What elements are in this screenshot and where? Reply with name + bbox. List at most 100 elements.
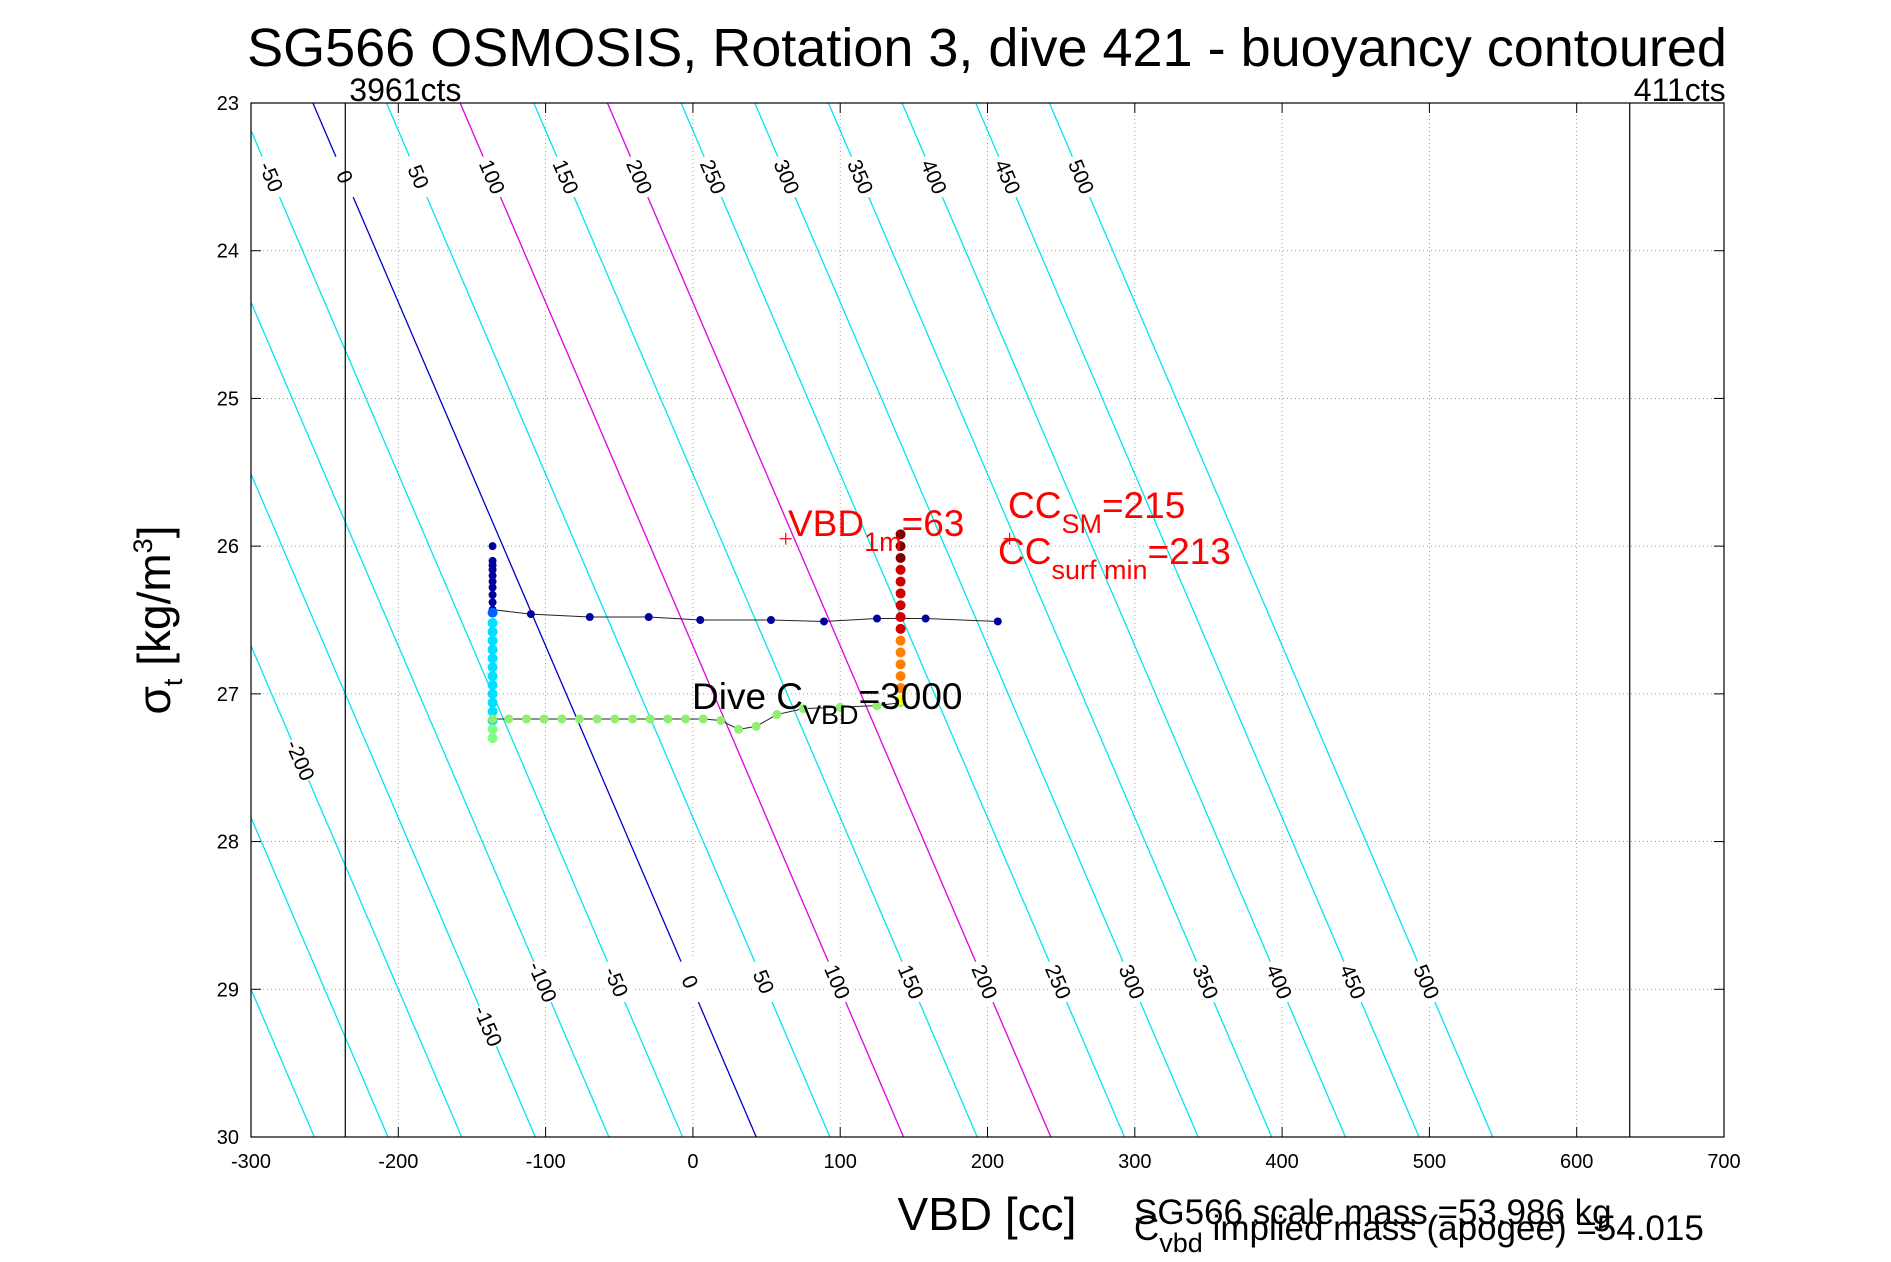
x-tick-label: 100 xyxy=(824,1151,857,1173)
data-point xyxy=(681,714,691,724)
data-point xyxy=(895,576,906,587)
data-point xyxy=(488,571,497,580)
annotation-cc-sm: CCSM=215 xyxy=(1008,485,1185,539)
y-label-sigma: σ xyxy=(128,686,180,714)
data-point xyxy=(487,679,498,690)
footer-implied-mass: Cvbd implied mass (apogee) =54.015 xyxy=(1134,1209,1704,1258)
marker-cross xyxy=(1003,532,1016,545)
x-tick-label: 300 xyxy=(1118,1151,1151,1173)
marker-cross xyxy=(779,532,792,545)
data-point xyxy=(716,715,726,725)
contour-label-bg xyxy=(1038,956,1078,1007)
data-point xyxy=(835,702,845,712)
data-point xyxy=(895,647,906,658)
data-point xyxy=(872,701,882,711)
contour-label-bg xyxy=(1259,956,1299,1007)
contour-label-bg xyxy=(251,151,291,202)
y-tick-label: 24 xyxy=(217,241,239,263)
y-tick-label: 30 xyxy=(217,1127,239,1149)
contour-label-bg xyxy=(1111,956,1152,1007)
contour-label-bg xyxy=(1332,956,1373,1007)
data-point xyxy=(772,710,782,720)
contour-line xyxy=(251,472,536,1137)
contour-label-bg xyxy=(964,956,1005,1007)
contour-label: -150 xyxy=(468,1003,506,1051)
contour-line xyxy=(251,644,463,1137)
data-point xyxy=(895,529,906,540)
contour-label-bg xyxy=(693,151,733,202)
annotation-vbd-1m: VBD1m=63 xyxy=(788,503,964,557)
y-tick-label: 25 xyxy=(217,388,239,410)
data-point xyxy=(487,653,498,664)
y-label-end: ] xyxy=(128,526,180,539)
y-label-unit: [kg/m xyxy=(128,553,180,678)
data-point xyxy=(488,577,497,586)
y-label-sub: t xyxy=(158,678,188,686)
data-point xyxy=(488,565,497,574)
data-point xyxy=(487,671,498,682)
data-point xyxy=(504,714,514,724)
x-tick-label: 200 xyxy=(971,1151,1004,1173)
data-point xyxy=(993,617,1002,626)
data-point xyxy=(574,714,584,724)
data-point xyxy=(487,626,498,637)
data-point xyxy=(539,714,549,724)
data-point xyxy=(873,614,882,623)
data-point xyxy=(895,671,906,682)
data-point xyxy=(895,694,906,705)
data-point xyxy=(487,662,498,673)
contour-label-bg xyxy=(324,151,365,202)
data-point xyxy=(895,552,906,563)
data-point xyxy=(557,714,567,724)
data-point xyxy=(734,724,744,734)
y-tick-label: 28 xyxy=(217,832,239,854)
data-point xyxy=(487,607,498,618)
y-tick-label: 23 xyxy=(217,93,239,115)
data-point xyxy=(895,600,906,611)
data-point xyxy=(487,724,498,735)
y-label-sup: 3 xyxy=(128,538,158,553)
x-tick-label: -300 xyxy=(231,1151,271,1173)
data-point xyxy=(487,688,498,699)
data-point xyxy=(488,583,497,592)
data-point xyxy=(645,714,655,724)
x-tick-label: -100 xyxy=(526,1151,566,1173)
data-point xyxy=(487,617,498,628)
data-point xyxy=(487,706,498,717)
contour-label-bg xyxy=(817,956,857,1007)
annotation-dive-cvbd: Dive CVBD=3000 xyxy=(692,676,962,730)
x-axis-label: VBD [cc] xyxy=(898,1188,1077,1240)
count-lines: 3961cts 411cts xyxy=(344,72,1726,1137)
count-label: 3961cts xyxy=(349,72,461,108)
contour-label-bg xyxy=(766,151,807,202)
data-point xyxy=(663,714,673,724)
x-tick-label: 500 xyxy=(1413,1151,1446,1173)
data-point xyxy=(751,721,761,731)
y-tick-label: 29 xyxy=(217,979,239,1001)
contour-line xyxy=(0,103,241,1137)
footer-scale-mass: SG566 scale mass =53.986 kg xyxy=(1134,1193,1612,1232)
data-point xyxy=(644,613,653,622)
contour-label-bg xyxy=(1406,956,1446,1007)
contour-label-bg xyxy=(522,956,563,1007)
data-point xyxy=(798,704,808,714)
data-point xyxy=(488,542,497,551)
y-axis-label: σt [kg/m3] xyxy=(128,526,188,715)
contour-labels: -200-50 0 50 100 150 200 250 300 350 400 450 500-15… xyxy=(251,151,1446,1052)
contour-label-bg xyxy=(1185,956,1225,1007)
x-tick-label: -200 xyxy=(378,1151,418,1173)
data-point xyxy=(895,682,906,693)
contour-label-bg xyxy=(743,956,784,1007)
chart-title: SG566 OSMOSIS, Rotation 3, dive 421 - bu… xyxy=(247,18,1727,78)
data-point xyxy=(895,541,906,552)
contour-label-bg xyxy=(670,956,710,1007)
data-point xyxy=(487,697,498,708)
data-point xyxy=(696,616,705,624)
x-tick-label: 0 xyxy=(687,1151,698,1173)
contour-label-bg xyxy=(398,151,438,202)
axis-ticks: -300 -200 -100 0 100 200 300 400 500 600 700 23 24 25… xyxy=(217,93,1741,1173)
contour-label-bg xyxy=(890,956,931,1007)
data-point xyxy=(488,590,497,599)
data-point xyxy=(895,659,906,670)
